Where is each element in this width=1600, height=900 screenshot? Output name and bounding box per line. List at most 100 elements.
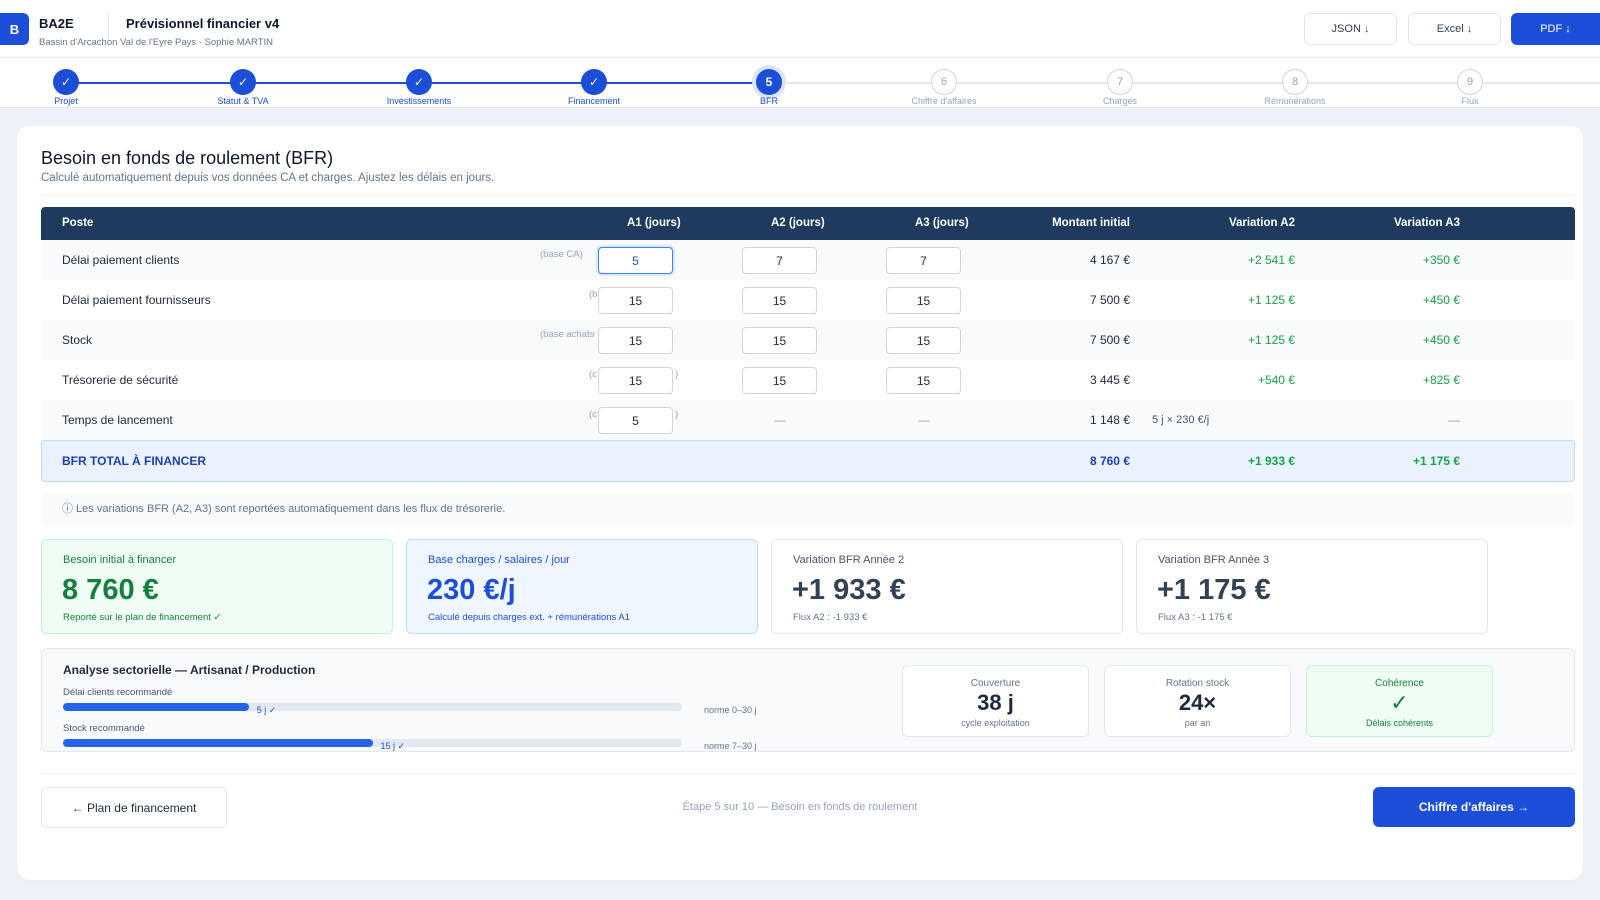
- step-indicator: Étape 5 sur 10 — Besoin en fonds de roul…: [682, 801, 918, 813]
- a2-empty: —: [774, 413, 786, 427]
- bar-norm-stock: norme 7–30 j: [704, 741, 757, 751]
- variation-a3: +450 €: [1422, 333, 1460, 347]
- montant-initial: 7 500 €: [1089, 333, 1130, 347]
- col-poste: Poste: [62, 217, 94, 229]
- kpi-label: Variation BFR Année 3: [1158, 554, 1270, 566]
- brand-name: BA2E: [39, 16, 74, 31]
- stepper-remaining-line: [769, 82, 1600, 84]
- calculation-note: 5 j × 230 €/j: [1152, 414, 1210, 426]
- col-a1: A1 (jours): [627, 217, 681, 229]
- poste-label: Délai paiement fournisseurs: [62, 293, 211, 307]
- bar-label-clients: Délai clients recommandé: [63, 687, 173, 698]
- metric-label: Cohérence: [1375, 678, 1424, 689]
- base-hint-end: ): [675, 369, 679, 380]
- bar-track-clients: [63, 703, 682, 711]
- poste-label: Trésorerie de sécurité: [62, 373, 179, 387]
- metric-couverture: Couverture 38 j cycle exploitation: [902, 665, 1089, 737]
- col-a3: A3 (jours): [915, 217, 969, 229]
- a1-days-input[interactable]: [598, 407, 673, 434]
- next-step-button[interactable]: Chiffre d'affaires →: [1373, 787, 1575, 827]
- export-pdf-button[interactable]: PDF ↓: [1511, 13, 1600, 45]
- base-hint: (c: [589, 409, 597, 420]
- document-title: Prévisionnel financier v4: [126, 16, 280, 31]
- page-title: Besoin en fonds de roulement (BFR): [41, 148, 334, 168]
- table-total-row: BFR TOTAL À FINANCER 8 760 € +1 933 € +1…: [41, 440, 1575, 482]
- sector-analysis: Analyse sectorielle — Artisanat / Produc…: [41, 648, 1575, 752]
- app-header: B BA2E Prévisionnel financier v4 Bassin …: [0, 0, 1600, 58]
- step-2[interactable]: ✓ Statut & TVA: [188, 69, 298, 106]
- metric-sub: par an: [1184, 718, 1211, 728]
- a3-days-input[interactable]: [886, 287, 961, 314]
- a2-days-input[interactable]: [742, 367, 817, 394]
- col-a2: A2 (jours): [771, 217, 825, 229]
- step-10[interactable]: 10Ré: [1590, 69, 1600, 106]
- project-subline: Bassin d'Arcachon Val de l'Eyre Pays · S…: [39, 37, 274, 48]
- kpi-besoin-initial: Besoin initial à financer 8 760 € Report…: [41, 539, 393, 634]
- step-5[interactable]: 5 BFR: [714, 69, 824, 106]
- a2-days-input[interactable]: [742, 287, 817, 314]
- a1-days-input[interactable]: [598, 247, 673, 274]
- analysis-title: Analyse sectorielle — Artisanat / Produc…: [63, 663, 316, 677]
- col-var-a3: Variation A3: [1393, 217, 1460, 229]
- table-row: Délai paiement clients (base CA) 4 167 €…: [41, 240, 1575, 280]
- previous-step-button[interactable]: ← Plan de financement: [41, 787, 227, 828]
- kpi-base-charges: Base charges / salaires / jour 230 €/j C…: [406, 539, 758, 634]
- bar-track-stock: [63, 739, 682, 747]
- step-1[interactable]: ✓ Projet: [11, 69, 121, 106]
- col-montant: Montant initial: [1052, 217, 1130, 229]
- bar-label-stock: Stock recommandé: [63, 723, 145, 734]
- metric-label: Rotation stock: [1165, 678, 1230, 689]
- montant-initial: 7 500 €: [1089, 293, 1130, 307]
- metric-label: Couverture: [970, 678, 1021, 689]
- kpi-value: +1 175 €: [1157, 574, 1271, 606]
- total-montant: 8 760 €: [1089, 454, 1130, 468]
- footer-divider: [41, 773, 1575, 774]
- step-number: 9: [1457, 69, 1483, 95]
- step-3[interactable]: ✓ Investissements: [364, 69, 474, 106]
- a1-days-input[interactable]: [598, 367, 673, 394]
- col-var-a2: Variation A2: [1228, 217, 1295, 229]
- kpi-sub: Flux A3 : -1 175 €: [1158, 612, 1233, 623]
- table-row: Temps de lancement (c ) — — 1 148 € 5 j …: [41, 400, 1575, 440]
- metric-value: 38 j: [977, 690, 1014, 715]
- base-hint: (c: [589, 369, 597, 380]
- table-header: Poste A1 (jours) A2 (jours) A3 (jours) M…: [41, 207, 1575, 240]
- bar-fill-clients: [63, 703, 249, 711]
- a2-days-input[interactable]: [742, 247, 817, 274]
- step-6[interactable]: 6 Chiffre d'affaires: [889, 69, 999, 106]
- a1-days-input[interactable]: [598, 287, 673, 314]
- a3-days-input[interactable]: [886, 367, 961, 394]
- metric-rotation-stock: Rotation stock 24× par an: [1104, 665, 1291, 737]
- step-7[interactable]: 7 Charges: [1065, 69, 1175, 106]
- bar-value-stock: 15 j ✓: [380, 741, 406, 751]
- poste-label: Temps de lancement: [62, 413, 173, 427]
- total-variation-a2: +1 933 €: [1247, 454, 1295, 468]
- wizard-stepper: ✓ Projet ✓ Statut & TVA ✓ Investissements ✓ Fin…: [0, 58, 1600, 108]
- kpi-label: Besoin initial à financer: [63, 554, 177, 566]
- step-label: Flux: [1461, 96, 1479, 106]
- export-excel-button[interactable]: Excel ↓: [1408, 13, 1501, 45]
- variation-a3: +350 €: [1422, 253, 1460, 267]
- step-number: 6: [931, 69, 957, 95]
- montant-initial: 3 445 €: [1089, 373, 1130, 387]
- step-8[interactable]: 8 Rémunérations: [1240, 69, 1350, 106]
- a2-days-input[interactable]: [742, 327, 817, 354]
- header-divider: [108, 14, 109, 40]
- kpi-variation-a2: Variation BFR Année 2 +1 933 € Flux A2 :…: [771, 539, 1123, 634]
- variation-a2: +1 125 €: [1247, 293, 1295, 307]
- export-json-button[interactable]: JSON ↓: [1304, 13, 1397, 45]
- title-divider: [41, 195, 1575, 196]
- metric-value: 24×: [1178, 690, 1217, 715]
- app-logo: B: [0, 13, 29, 45]
- table-row: Délai paiement fournisseurs (b 7 500 € +…: [41, 280, 1575, 320]
- a1-days-input[interactable]: [598, 327, 673, 354]
- check-icon: ✓: [406, 69, 432, 95]
- step-9[interactable]: 9 Flux: [1415, 69, 1525, 106]
- check-icon: ✓: [581, 69, 607, 95]
- check-icon: ✓: [53, 69, 79, 95]
- step-4[interactable]: ✓ Financement: [539, 69, 649, 106]
- a3-days-input[interactable]: [886, 327, 961, 354]
- a3-days-input[interactable]: [886, 247, 961, 274]
- base-hint: (base CA): [540, 249, 583, 260]
- kpi-sub: Flux A2 : -1 933 €: [793, 612, 868, 623]
